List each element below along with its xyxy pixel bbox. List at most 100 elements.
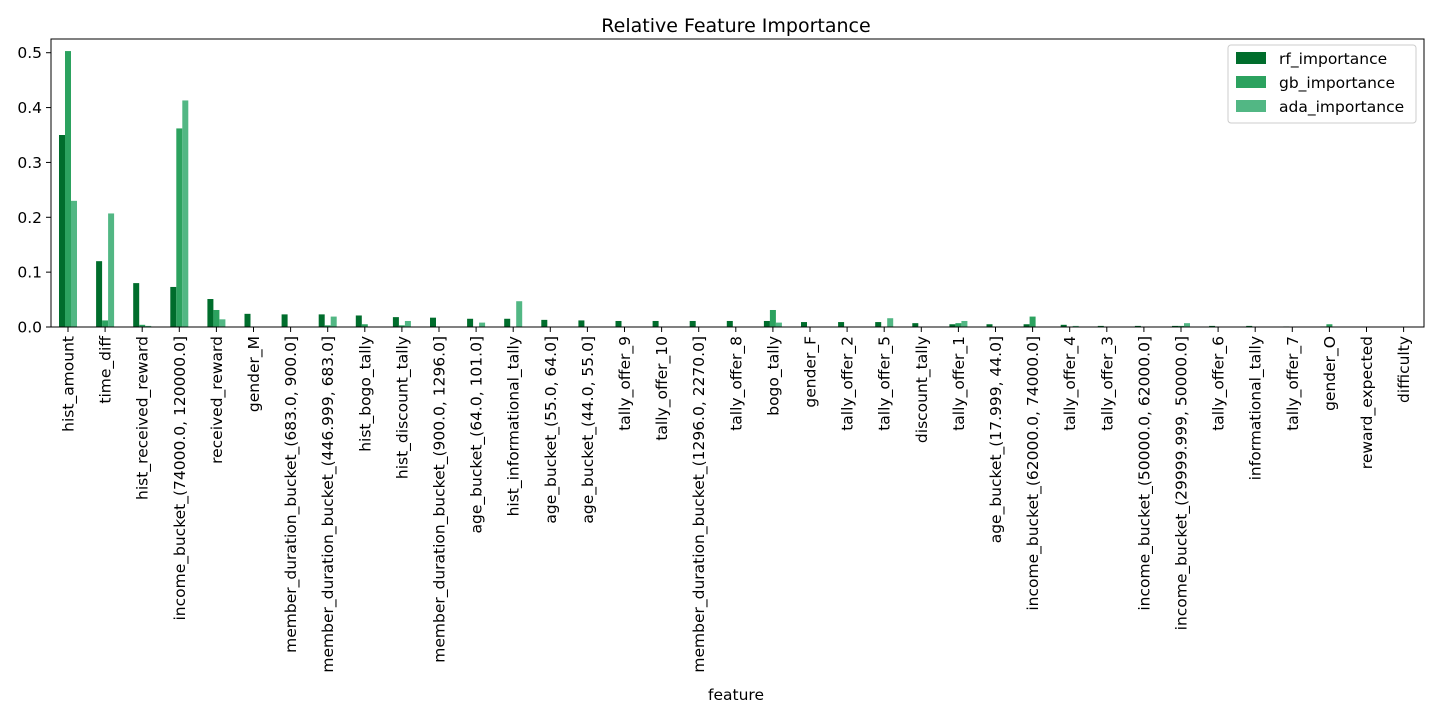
x-tick-label: bogo_tally (764, 336, 783, 416)
bar-rf_importance-1 (96, 261, 103, 327)
bar-rf_importance-25 (986, 324, 993, 327)
chart-title: Relative Feature Importance (601, 15, 870, 37)
bar-rf_importance-8 (355, 315, 362, 327)
plot-frame (50, 38, 1425, 328)
bar-ada_importance-9 (404, 320, 411, 327)
x-tick-label: gender_F (802, 336, 821, 408)
x-tick-label: member_duration_bucket_(446.999, 683.0] (319, 336, 338, 673)
x-tick-label: hist_amount (60, 336, 79, 432)
bar-rf_importance-15 (615, 320, 622, 327)
x-tick-label: tally_offer_8 (727, 336, 746, 431)
bar-ada_importance-30 (1184, 323, 1190, 327)
x-tick-label: age_bucket_(17.999, 44.0] (987, 336, 1006, 543)
x-tick-label: age_bucket_(55.0, 64.0] (542, 336, 561, 524)
y-axis: 0.0 0.1 0.2 0.3 0.4 0.5 (17, 44, 51, 337)
x-tick-label: reward_expected (1358, 336, 1377, 469)
x-tick-label: tally_offer_5 (876, 336, 895, 431)
bar-ada_importance-7 (330, 316, 337, 327)
bar-rf_importance-21 (838, 322, 845, 327)
bar-ada_importance-3 (182, 100, 189, 327)
bar-rf_importance-10 (430, 317, 436, 327)
x-tick-label: time_diff (97, 336, 116, 404)
legend-swatch-gb_importance (1236, 76, 1266, 88)
bar-ada_importance-22 (887, 318, 894, 327)
x-tick-label: gender_M (245, 336, 264, 412)
x-tick-label: member_duration_bucket_(1296.0, 2270.0] (690, 336, 709, 673)
bar-ada_importance-24 (961, 320, 968, 327)
bar-ada_importance-12 (516, 301, 523, 327)
bar-gb_importance-19 (769, 309, 776, 327)
bars-layer (59, 51, 1333, 327)
bar-rf_importance-16 (652, 320, 659, 327)
bar-rf_importance-7 (318, 314, 325, 327)
bar-rf_importance-30 (1172, 325, 1178, 327)
bar-rf_importance-28 (1097, 325, 1104, 327)
bar-rf_importance-13 (541, 319, 548, 327)
bar-rf_importance-24 (949, 324, 956, 327)
bar-rf_importance-31 (1209, 325, 1216, 327)
x-tick-label: tally_offer_6 (1210, 336, 1229, 431)
x-tick-label: tally_offer_3 (1098, 336, 1117, 431)
bar-ada_importance-2 (145, 325, 152, 327)
bar-ada_importance-0 (71, 200, 77, 327)
bar-gb_importance-30 (1178, 325, 1184, 327)
x-tick-label: age_bucket_(64.0, 101.0] (468, 336, 487, 533)
bar-rf_importance-19 (763, 320, 770, 327)
y-tick-label: 0.0 (17, 319, 42, 337)
bar-rf_importance-17 (689, 320, 696, 327)
legend-label-rf_importance: rf_importance (1279, 50, 1387, 69)
legend-label-gb_importance: gb_importance (1279, 74, 1395, 93)
bar-gb_importance-7 (324, 325, 331, 327)
x-tick-label: tally_offer_4 (1061, 336, 1080, 431)
bar-rf_importance-14 (578, 320, 585, 327)
bar-rf_importance-2 (133, 283, 140, 327)
y-tick-label: 0.2 (17, 209, 42, 227)
x-tick-label: tally_offer_7 (1284, 336, 1303, 431)
legend-swatch-rf_importance (1236, 52, 1266, 64)
x-tick-label: tally_offer_2 (839, 336, 858, 431)
x-tick-label: income_bucket_(62000.0, 74000.0] (1024, 336, 1043, 611)
bar-rf_importance-3 (170, 286, 177, 327)
y-tick-label: 0.1 (17, 264, 42, 282)
bar-rf_importance-6 (281, 314, 288, 327)
bar-rf_importance-18 (726, 320, 733, 327)
x-tick-label: tally_offer_1 (950, 336, 969, 431)
x-tick-label: member_duration_bucket_(900.0, 1296.0] (431, 336, 450, 663)
x-tick-label: income_bucket_(74000.0, 120000.0] (171, 336, 190, 621)
bar-rf_importance-20 (801, 322, 807, 327)
x-tick-label: member_duration_bucket_(683.0, 900.0] (282, 336, 301, 653)
x-axis: hist_amount time_diff hist_received_reward… (60, 327, 1413, 673)
y-tick-label: 0.4 (17, 99, 42, 117)
bar-rf_importance-32 (1246, 325, 1253, 327)
bar-rf_importance-9 (392, 317, 399, 327)
legend-swatch-ada_importance (1236, 100, 1266, 112)
bar-rf_importance-27 (1060, 324, 1067, 327)
bar-gb_importance-2 (139, 324, 146, 327)
bar-ada_importance-19 (775, 322, 782, 327)
bar-rf_importance-29 (1134, 325, 1141, 327)
x-tick-label: hist_received_reward (134, 336, 153, 500)
bar-ada_importance-4 (219, 319, 226, 327)
x-tick-label: income_bucket_(29999.999, 50000.0] (1173, 336, 1192, 630)
x-tick-label: difficulty (1395, 336, 1413, 403)
x-axis-label: feature (708, 686, 764, 704)
bar-gb_importance-3 (176, 128, 183, 327)
legend[interactable]: rf_importance gb_importance ada_importance (1227, 44, 1417, 124)
x-tick-label: age_bucket_(44.0, 55.0] (579, 336, 598, 524)
bar-gb_importance-8 (361, 324, 368, 327)
bar-rf_importance-5 (244, 313, 251, 327)
x-tick-label: tally_offer_9 (616, 336, 635, 431)
bar-rf_importance-12 (504, 318, 511, 327)
x-tick-label: received_reward (208, 336, 227, 464)
x-tick-label: gender_O (1321, 336, 1340, 411)
x-tick-label: hist_bogo_tally (356, 336, 375, 452)
bar-gb_importance-26 (1029, 316, 1036, 327)
legend-label-ada_importance: ada_importance (1279, 98, 1404, 117)
x-tick-label: hist_discount_tally (393, 336, 412, 479)
bar-rf_importance-26 (1023, 324, 1030, 327)
bar-rf_importance-23 (912, 323, 919, 327)
x-tick-label: hist_informational_tally (505, 336, 524, 516)
bar-gb_importance-1 (102, 320, 109, 327)
y-tick-label: 0.5 (17, 44, 42, 62)
